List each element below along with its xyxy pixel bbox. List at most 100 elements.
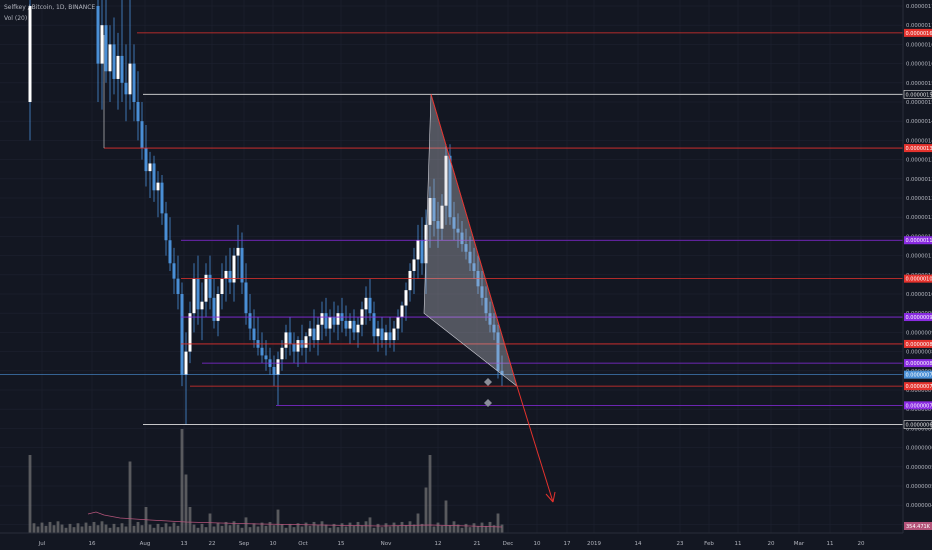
price-badge-label: 0.00000066 (906, 423, 932, 429)
volume-bar (400, 521, 404, 533)
time-tick-label: 13 (181, 541, 188, 547)
price-tick-label: 0.00000125 (906, 196, 932, 202)
candle-body (96, 6, 100, 64)
time-tick-label: Aug (140, 541, 151, 547)
volume-bar (124, 526, 128, 533)
volume-bar (140, 525, 144, 533)
candle-body (288, 332, 292, 344)
volume-bar (248, 527, 252, 533)
price-badge (904, 359, 932, 368)
volume-bar (84, 522, 88, 533)
volume-bar (432, 526, 436, 533)
price-badge (904, 339, 932, 348)
diamond-marker-icon[interactable] (484, 378, 492, 386)
candle-body (416, 240, 420, 260)
candle-body (280, 347, 284, 360)
volume-bar (112, 523, 116, 533)
candle-body (284, 332, 288, 348)
candle-body (464, 244, 468, 252)
volume-bar (384, 523, 388, 533)
diamond-marker-icon[interactable] (484, 399, 492, 407)
candle-body (120, 55, 124, 83)
volume-bar (412, 524, 416, 533)
volume-bar (60, 524, 64, 533)
volume-bar (28, 455, 32, 533)
volume-bar (52, 525, 56, 533)
candle-body (200, 301, 204, 310)
time-tick-label: 16 (89, 541, 96, 547)
candle-body (240, 247, 244, 283)
price-tick-label: 0.00000065 (906, 426, 932, 432)
time-tick-label: 10 (534, 541, 541, 547)
volume-pane (28, 429, 504, 533)
volume-bar (288, 523, 292, 533)
volume-bar (440, 525, 444, 533)
candle-body (452, 217, 456, 229)
candle-body (204, 274, 208, 302)
price-badge-label: 0.00000094 (906, 315, 932, 321)
candle-body (132, 63, 136, 102)
price-badge (903, 90, 932, 99)
price-tick-label: 0.00000135 (906, 158, 932, 164)
target-arrow-line[interactable] (516, 386, 554, 503)
candle-body (348, 320, 352, 329)
volume-bar (184, 474, 188, 533)
candle-body (276, 359, 280, 375)
candle-body (484, 297, 488, 314)
wedge-upper-line[interactable] (430, 94, 518, 387)
volume-bar (236, 524, 240, 533)
volume-bar (192, 524, 196, 533)
candle-body (460, 232, 464, 245)
candle-body (320, 313, 324, 325)
volume-bar (356, 521, 360, 533)
candle-body (428, 198, 432, 225)
candle-body (488, 313, 492, 325)
volume-bar (108, 527, 112, 533)
volume-bar (392, 522, 396, 533)
candle-body (324, 313, 328, 329)
candle-body (308, 328, 312, 337)
time-axis[interactable]: Jul 16 Aug 13 22 Sep 10 Oct 15 Nov 12 21 Dec 10 17 2019… (38, 541, 865, 547)
volume-badge (904, 522, 932, 530)
candle-body (180, 294, 184, 375)
candle-body (336, 313, 340, 325)
volume-bar (164, 523, 168, 533)
price-badge-label: 0.00000104 (906, 277, 932, 283)
volume-bar (468, 527, 472, 533)
candle-body (496, 332, 500, 371)
candle-body (192, 278, 196, 314)
volume-bar (276, 509, 280, 533)
candle-body (260, 347, 264, 356)
volume-bar (304, 522, 308, 533)
candle-body (164, 213, 168, 241)
volume-bar (240, 527, 244, 533)
price-badge (904, 144, 932, 153)
volume-bar (332, 523, 336, 533)
volume-bar (364, 521, 368, 533)
candle-body (344, 320, 348, 329)
price-badge (904, 370, 932, 379)
price-tick-label: 0.00000055 (906, 465, 932, 471)
candle-body (108, 44, 112, 72)
volume-bar (404, 525, 408, 533)
time-tick-label: Jul (38, 541, 46, 547)
candle-body (412, 259, 416, 271)
volume-indicator-label[interactable]: Vol (20) (4, 15, 28, 22)
time-tick-label: 17 (564, 541, 571, 547)
volume-bar (500, 524, 504, 533)
volume-bar (372, 527, 376, 533)
volume-bar (464, 523, 468, 533)
time-tick-label: 14 (635, 541, 642, 547)
candle-body (392, 328, 396, 341)
candle-body (396, 317, 400, 329)
price-badge-label: 0.00000071 (906, 403, 932, 409)
candle-body (236, 247, 240, 256)
pattern-drawings (423, 94, 556, 503)
price-tick-label: 0.00000175 (906, 4, 932, 10)
volume-bar (408, 521, 412, 533)
volume-bar (360, 525, 364, 533)
